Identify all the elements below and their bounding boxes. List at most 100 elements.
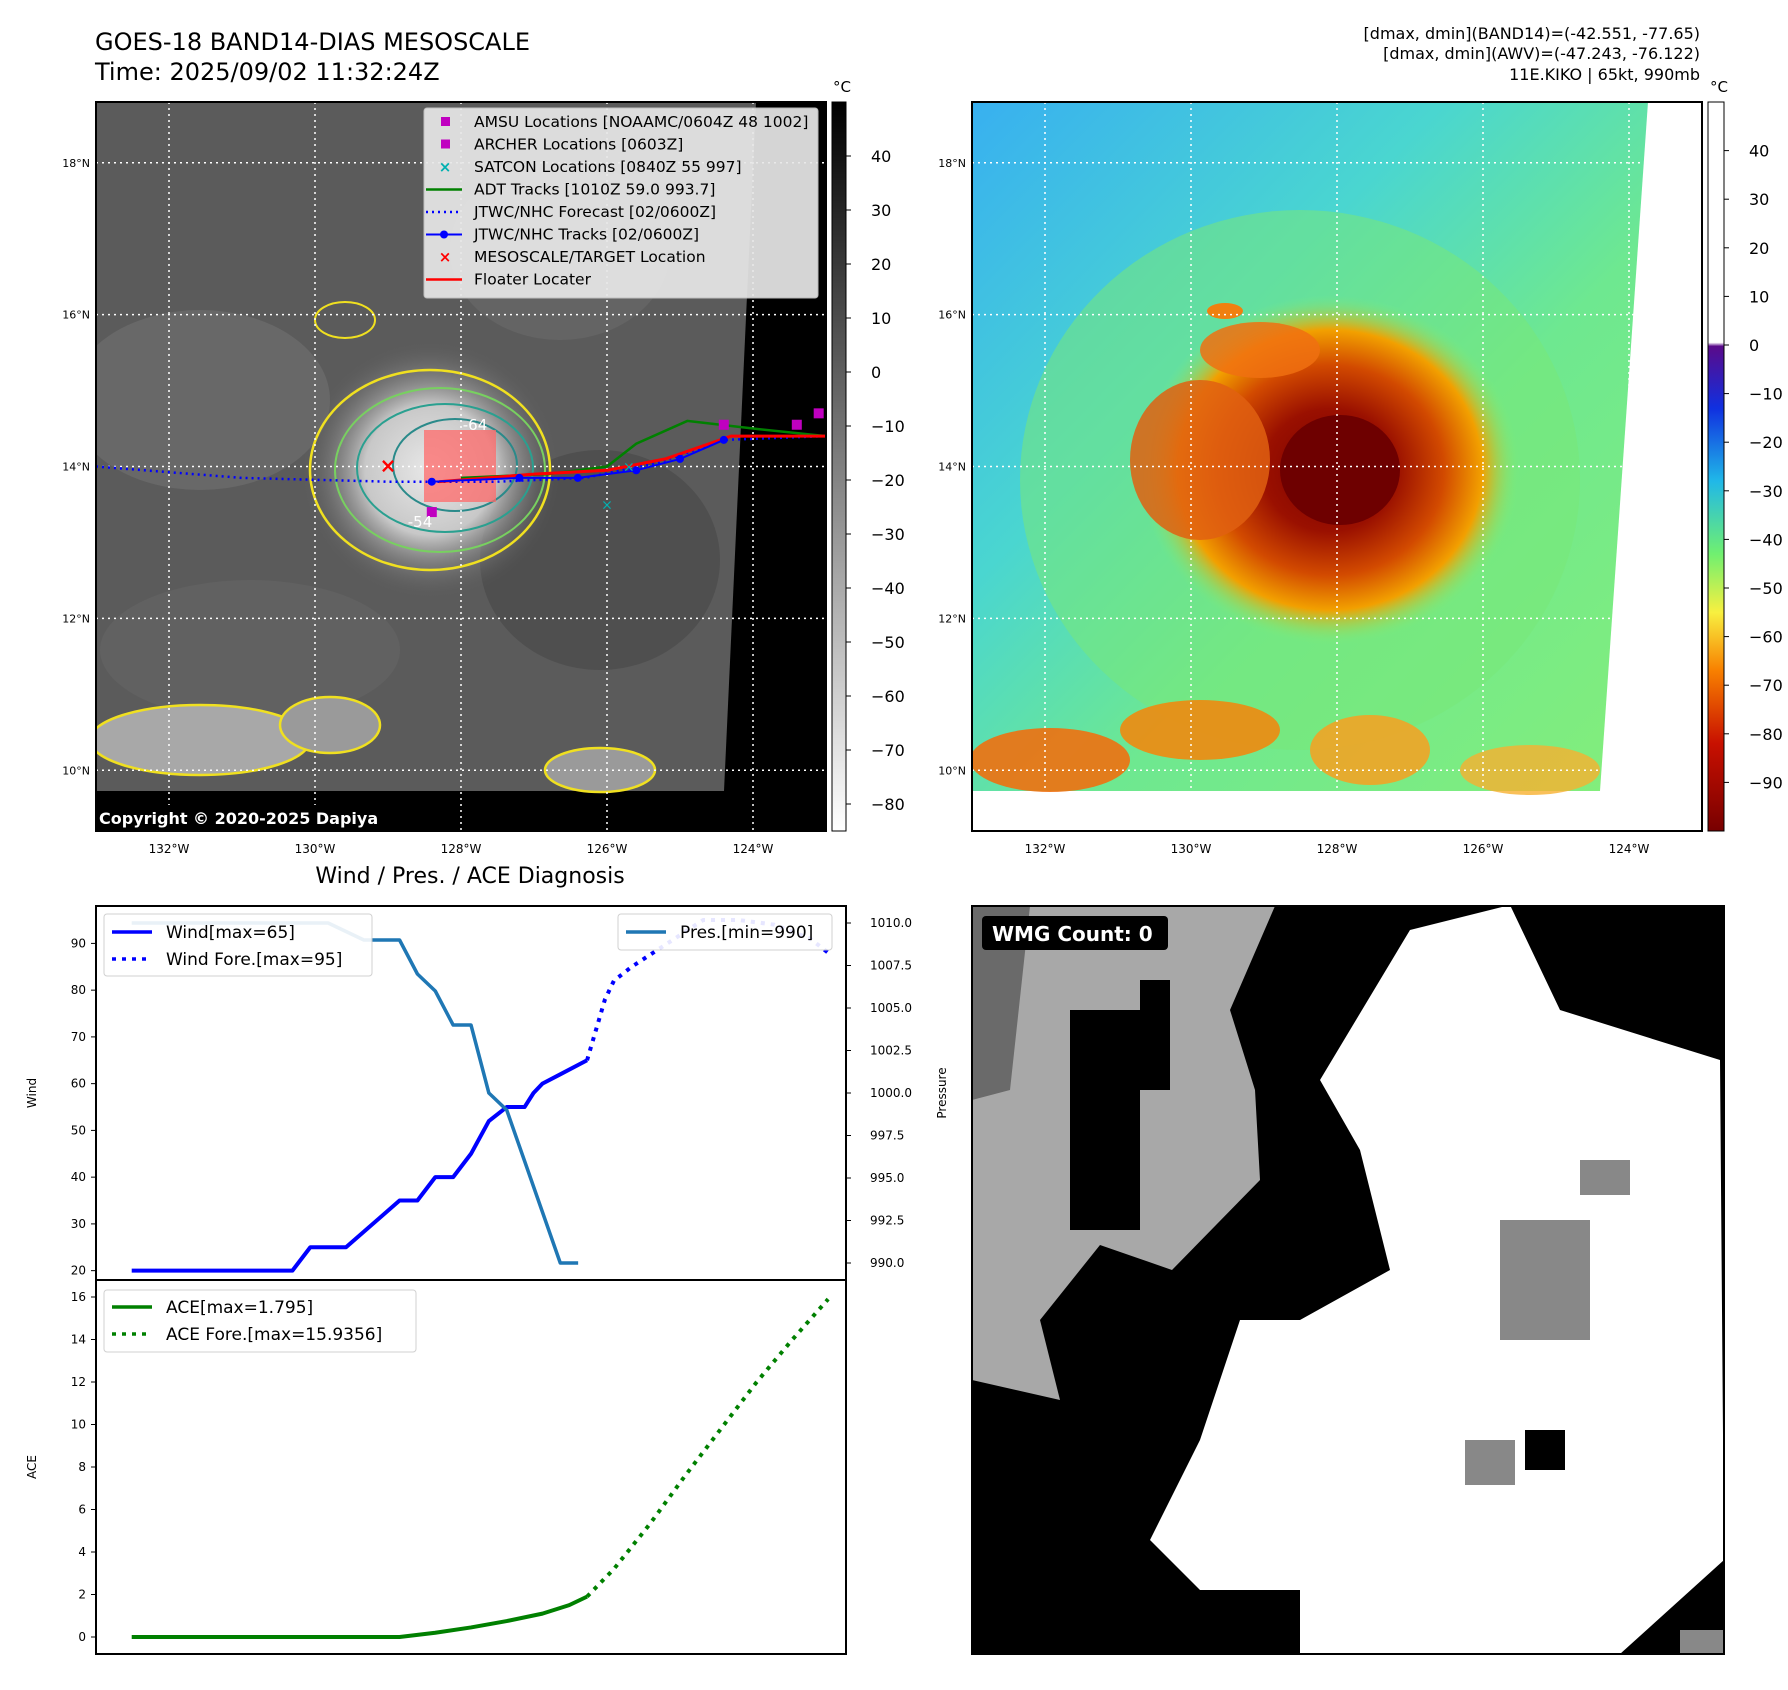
legend-item: × MESOSCALE/TARGET Location: [439, 248, 706, 266]
ir-colorbar-tick-label: 0: [871, 363, 881, 382]
ir-colorbar-unit: °C: [833, 78, 851, 96]
ace-tick-label: 8: [78, 1460, 86, 1474]
wv-gridlines: [972, 102, 1702, 831]
ace-legend: ACE[max=1.795] ACE Fore.[max=15.9356]: [103, 1289, 417, 1353]
wind-tick-label: 90: [71, 936, 86, 950]
wind-tick-label: 60: [71, 1077, 86, 1091]
wv-lat-tick: 14°N: [938, 461, 966, 474]
stats-storm: 11E.KIKO | 65kt, 990mb: [1509, 65, 1700, 84]
pressure-tick-label: 995.0: [870, 1171, 904, 1185]
legend-label: ARCHER Locations [0603Z]: [474, 136, 683, 154]
ir-colorbar-tick-label: 40: [871, 147, 891, 166]
figure-time: Time: 2025/09/02 11:32:24Z: [94, 58, 440, 86]
wind-tick-label: 20: [71, 1264, 86, 1278]
series-wind-max: [131, 1058, 588, 1273]
wv-colorbar: °C 40 30 20 10 0 −10 −20 −30 −40 −50 −60 −70 −80 −90: [1707, 78, 1783, 832]
pressure-legend: Pres.[min=990]: [617, 913, 833, 951]
ir-lon-tick: 128°W: [441, 842, 482, 856]
pressure-axis-label: Pressure: [935, 1067, 949, 1118]
jtwc-track-point: [573, 473, 582, 482]
ir-colorbar-tick-label: −20: [871, 471, 905, 490]
wmg-panel: WMG Count: 0: [971, 905, 1725, 1655]
ace-tick-label: 4: [78, 1545, 86, 1559]
legend-x-icon: ×: [439, 248, 452, 266]
ir-colorbar-tick-label: 20: [871, 255, 891, 274]
jtwc-track-point: [676, 454, 684, 463]
wv-colorbar-unit: °C: [1710, 78, 1728, 96]
pressure-tick-label: 1000.0: [870, 1086, 912, 1100]
ace-tick-label: 16: [71, 1290, 86, 1304]
jtwc-track-point: [515, 473, 524, 482]
legend-ace-fore: ACE Fore.[max=15.9356]: [166, 1325, 382, 1345]
series-ace-max: [131, 1594, 588, 1639]
amsu-marker: [718, 419, 729, 430]
wv-colorbar-tick-label: −50: [1749, 579, 1783, 598]
ir-colorbar-tick-label: 10: [871, 309, 891, 328]
legend-item: AMSU Locations [NOAAMC/0604Z 48 1002]: [441, 113, 808, 131]
stats-band14: [dmax, dmin](BAND14)=(-42.551, -77.65): [1364, 24, 1700, 43]
ir-colorbar: °C 40 30 20 10 0 −10 −20 −30 −40 −50 −60 −70 −80: [831, 78, 905, 832]
legend-label: Floater Locater: [474, 271, 592, 289]
wind-pressure-chart: 90 80 70 60 50 40 30 20 1010.0 1007.5 1005.0 1002.…: [25, 905, 949, 1281]
ir-lon-tick: 130°W: [295, 842, 336, 856]
wind-tick-label: 70: [71, 1030, 86, 1044]
legend-x-icon: ×: [439, 158, 452, 176]
ir-lat-tick: 14°N: [62, 461, 90, 474]
ir-colorbar-tick-label: −30: [871, 525, 905, 544]
target-marker: ×: [380, 454, 397, 478]
wmg-region-white: [1150, 905, 1724, 1654]
pressure-tick-label: 1002.5: [870, 1044, 912, 1058]
ace-tick-label: 14: [71, 1333, 86, 1347]
ace-chart: 16 14 12 10 8 6 4 2 0 ACE ACE[max=1.795] ACE For…: [25, 1279, 847, 1655]
legend-wind: Wind[max=65]: [166, 923, 295, 943]
ir-lon-tick: 132°W: [149, 842, 190, 856]
satcon-marker: ×: [601, 497, 613, 513]
diagnosis-title: Wind / Pres. / ACE Diagnosis: [315, 864, 624, 889]
target-box: [424, 430, 496, 502]
legend-item: × SATCON Locations [0840Z 55 997]: [439, 158, 742, 176]
contour-label-64: -64: [463, 416, 488, 434]
wv-colorbar-tick-label: −80: [1749, 725, 1783, 744]
wv-colorbar-tick-label: −90: [1749, 773, 1783, 792]
wv-lon-tick: 128°W: [1317, 842, 1358, 856]
ace-tick-label: 2: [78, 1588, 86, 1602]
pressure-tick-label: 1010.0: [870, 916, 912, 930]
legend-item: ADT Tracks [1010Z 59.0 993.7]: [426, 181, 715, 199]
legend-label: MESOSCALE/TARGET Location: [474, 248, 706, 266]
amsu-marker: [813, 408, 824, 419]
legend-wind-fore: Wind Fore.[max=95]: [166, 950, 342, 970]
ir-map-axes: 132°W 130°W 128°W 126°W 124°W 18°N 16°N 14°N 12°…: [62, 157, 773, 856]
contour-label-54: -54: [408, 513, 433, 531]
pressure-tick-label: 1007.5: [870, 959, 912, 973]
legend-label: AMSU Locations [NOAAMC/0604Z 48 1002]: [474, 113, 808, 131]
wind-axis-label: Wind: [25, 1078, 39, 1108]
ir-colorbar-tick-label: −80: [871, 795, 905, 814]
amsu-marker: [426, 507, 437, 518]
wmg-count-label: WMG Count: 0: [992, 922, 1153, 946]
wv-colorbar-tick-label: −10: [1749, 385, 1783, 404]
wv-lon-tick: 126°W: [1463, 842, 1504, 856]
legend-item: ARCHER Locations [0603Z]: [441, 136, 683, 154]
legend-label: ADT Tracks [1010Z 59.0 993.7]: [474, 181, 715, 199]
legend-label: JTWC/NHC Tracks [02/0600Z]: [473, 226, 699, 244]
ir-colorbar-tick-label: −40: [871, 579, 905, 598]
ir-colorbar-tick-label: −60: [871, 687, 905, 706]
ace-tick-label: 10: [71, 1418, 86, 1432]
copyright-label: Copyright © 2020-2025 Dapiya: [99, 809, 378, 828]
wv-lat-tick: 18°N: [938, 157, 966, 170]
wind-tick-label: 80: [71, 983, 86, 997]
wv-colorbar-tick-label: 20: [1749, 239, 1769, 258]
jtwc-track-point: [632, 466, 641, 475]
wv-lat-tick: 12°N: [938, 612, 966, 625]
track-lines: × × ×: [96, 408, 826, 518]
wv-colorbar-tick-label: −30: [1749, 482, 1783, 501]
jtwc-track: [431, 439, 725, 483]
ace-tick-label: 12: [71, 1375, 86, 1389]
wv-colorbar-tick-label: −40: [1749, 530, 1783, 549]
wv-colorbar-tick-label: 30: [1749, 190, 1769, 209]
ace-tick-label: 6: [78, 1503, 86, 1517]
wv-colorbar-tick-label: −70: [1749, 676, 1783, 695]
wv-lon-tick: 124°W: [1609, 842, 1650, 856]
jtwc-track-point: [427, 477, 436, 486]
